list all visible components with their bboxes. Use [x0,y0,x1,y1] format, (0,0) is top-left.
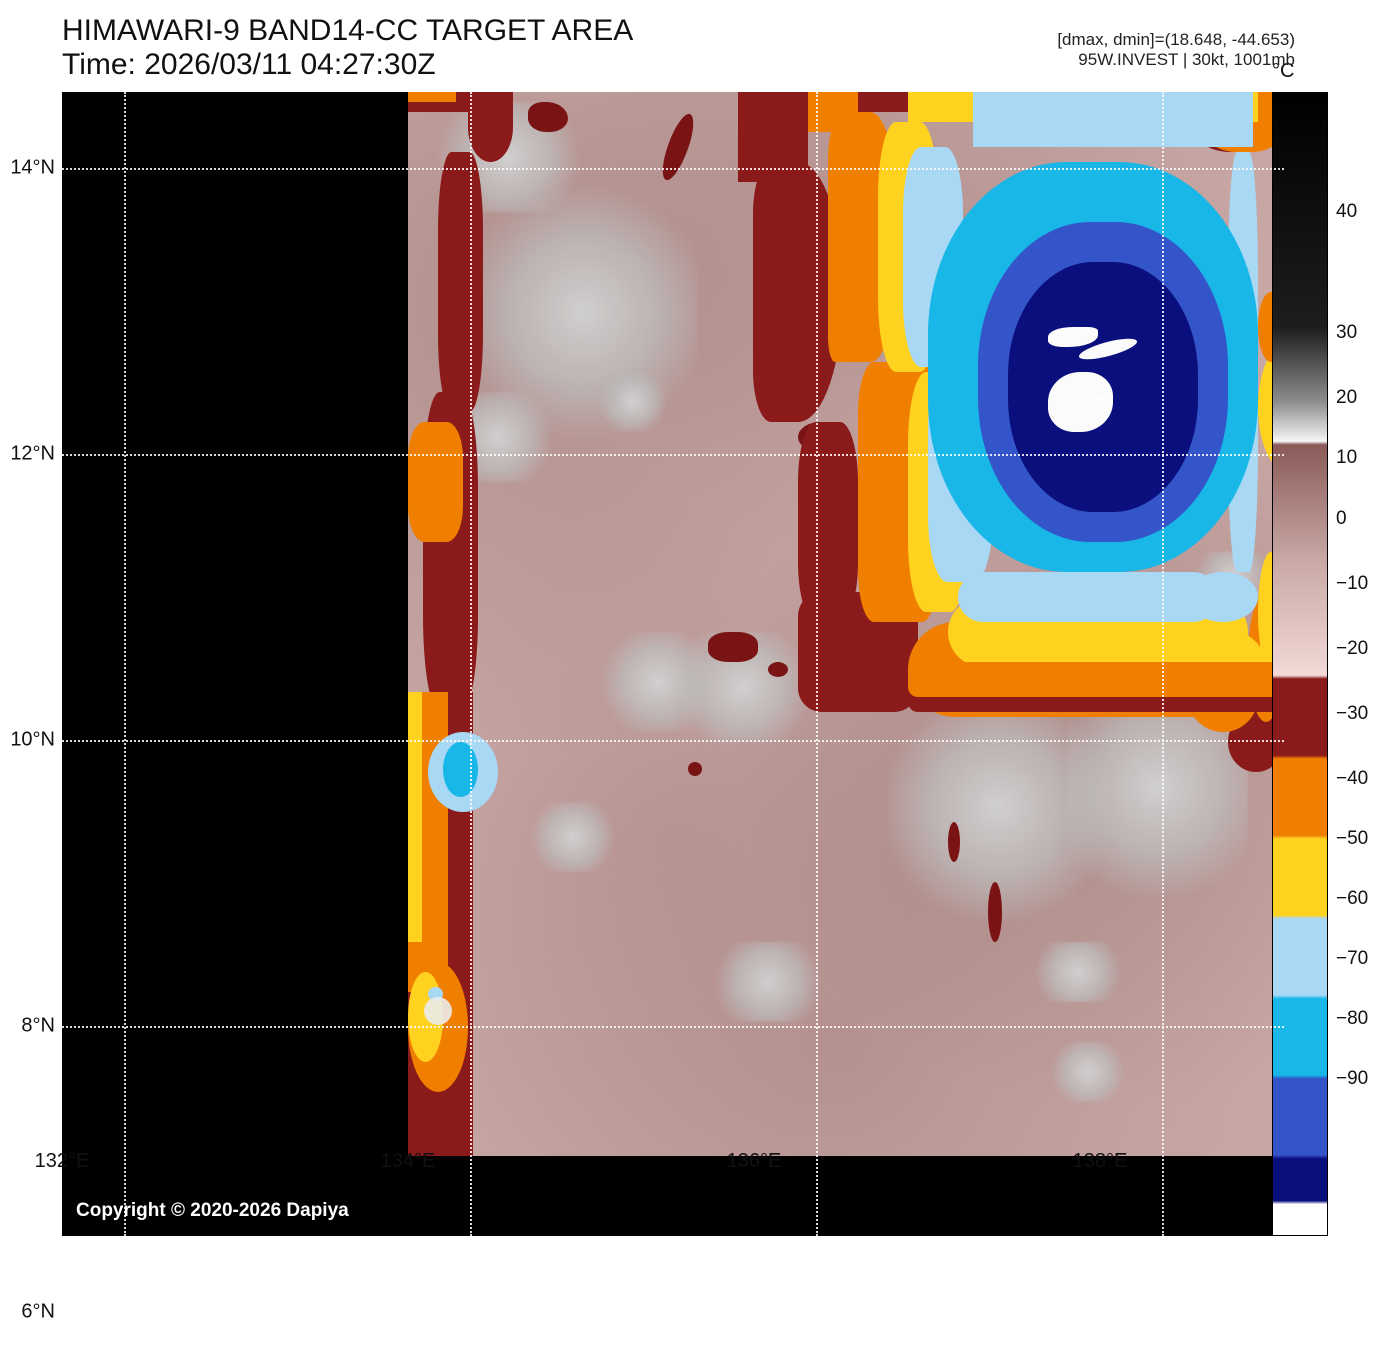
gridline-lon-136 [816,92,818,1236]
isolated-convection-patch [988,882,1002,942]
typhoon-shield-ltblue [958,572,1218,622]
lon-label-138e: 138°E [1073,1150,1128,1173]
colorbar[interactable]: °C 40 30 20 10 0 −10 −20 −30 −40 −50 −60… [1272,92,1328,1236]
colorbar-tick-neg80: −80 [1336,1008,1368,1030]
typhoon-eye-core [1048,372,1113,432]
gridline-lon-134 [470,92,472,1236]
header-info-block: [dmax, dmin]=(18.648, -44.653) 95W.INVES… [1057,30,1295,70]
gridline-lat-10 [62,740,1284,742]
header-title-block: HIMAWARI-9 BAND14-CC TARGET AREA Time: 2… [62,14,633,82]
lat-label-12n: 12°N [0,443,55,466]
gridline-lat-14 [62,168,1284,170]
convection-band-red [468,92,513,162]
central-dense-overcast-fleck [424,997,452,1025]
satellite-plot-area[interactable]: Copyright © 2020-2026 Dapiya [62,92,1284,1236]
colorbar-tick-20: 20 [1336,387,1357,409]
typhoon-shield-ltblue [1188,572,1258,622]
colorbar-tick-neg30: −30 [1336,703,1368,725]
convection-band-orange [408,92,456,102]
typhoon-south-edge-orange [908,662,1284,697]
storm-center-marker[interactable] [1096,397,1100,401]
convection-band-red [438,152,483,412]
gray-cloud-cluster [1028,942,1128,1002]
lat-label-10n: 10°N [0,729,55,752]
lon-label-134e: 134°E [381,1150,436,1173]
isolated-convection-patch [708,632,758,662]
gray-cloud-cluster [598,372,668,432]
copyright-label: Copyright © 2020-2026 Dapiya [76,1200,349,1222]
colorbar-tick-10: 10 [1336,447,1357,469]
lon-label-132e: 132°E [35,1150,90,1173]
isolated-convection-patch [528,102,568,132]
gridline-lat-8 [62,1026,1284,1028]
colorbar-tick-neg70: −70 [1336,948,1368,970]
cold-cloud-patch [443,742,478,797]
typhoon-shield-ltblue [973,92,1253,147]
isolated-convection-patch [768,662,788,677]
colorbar-tick-30: 30 [1336,322,1357,344]
gray-cloud-cluster [1048,1042,1128,1102]
colorbar-gradient [1272,92,1328,1236]
time-title: Time: 2026/03/11 04:27:30Z [62,48,633,82]
storm-info-label: 95W.INVEST | 30kt, 1001mb [1057,50,1295,70]
colorbar-tick-neg90: −90 [1336,1068,1368,1090]
colorbar-tick-neg60: −60 [1336,888,1368,910]
gridline-lat-12 [62,454,1284,456]
lat-label-8n: 8°N [0,1015,55,1038]
colorbar-tick-0: 0 [1336,508,1347,530]
convection-band-yellow [408,692,422,942]
isolated-convection-patch [948,822,960,862]
lat-label-6n: 6°N [0,1301,55,1324]
main-title: HIMAWARI-9 BAND14-CC TARGET AREA [62,14,633,48]
lon-label-136e: 136°E [727,1150,782,1173]
lat-label-14n: 14°N [0,157,55,180]
colorbar-tick-40: 40 [1336,201,1357,223]
dmax-dmin-label: [dmax, dmin]=(18.648, -44.653) [1057,30,1295,50]
colorbar-tick-neg50: −50 [1336,828,1368,850]
colorbar-tick-neg20: −20 [1336,638,1368,660]
isolated-convection-patch [688,762,702,776]
cloud-temperature-field [408,92,1284,1156]
gridline-lon-138 [1162,92,1164,1236]
convection-band-orange [408,422,463,542]
gridline-lon-132 [124,92,126,1236]
colorbar-tick-neg40: −40 [1336,768,1368,790]
gray-cloud-cluster [528,802,618,872]
colorbar-tick-neg10: −10 [1336,573,1368,595]
gray-cloud-cluster [708,942,828,1022]
